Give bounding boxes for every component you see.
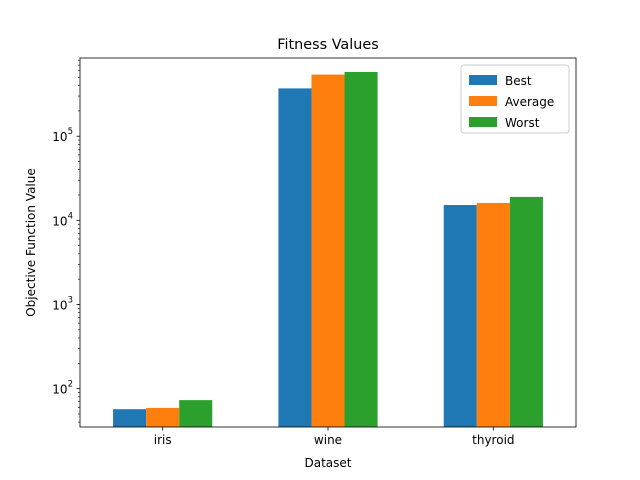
y-tick-label-5: 105 [52, 127, 73, 144]
plot-frame [79, 57, 577, 428]
y-tick-label-4: 104 [52, 211, 73, 228]
y-axis-label: Objective Function Value [24, 168, 38, 317]
legend: Best Average Worst [460, 64, 570, 134]
bar-worst-iris [179, 400, 213, 427]
bar-best-wine [278, 88, 312, 428]
x-tick-label-thyroid: thyroid [472, 433, 514, 447]
bars-layer [113, 71, 543, 428]
x-tick-label-iris: iris [154, 433, 172, 447]
bar-average-wine [311, 74, 345, 428]
y-tick-label-2: 102 [52, 380, 73, 397]
legend-label-average: Average [505, 95, 554, 109]
bar-best-iris [113, 409, 147, 427]
bar-average-iris [146, 407, 180, 427]
legend-swatch-best [469, 75, 497, 85]
bar-average-thyroid [476, 202, 510, 427]
bar-worst-wine [344, 71, 378, 427]
legend-swatch-worst [469, 117, 497, 127]
bar-worst-thyroid [509, 196, 543, 427]
y-tick-label-3: 103 [52, 295, 73, 312]
major-ticks: 102 103 104 105 [52, 127, 80, 397]
x-tick-label-wine: wine [314, 433, 342, 447]
chart-title: Fitness Values [277, 37, 378, 53]
legend-label-worst: Worst [505, 116, 540, 130]
x-ticks: iris wine thyroid [154, 427, 515, 447]
legend-swatch-average [469, 96, 497, 106]
x-axis-label: Dataset [305, 456, 352, 470]
bar-best-thyroid [443, 205, 477, 427]
legend-label-best: Best [505, 74, 532, 88]
